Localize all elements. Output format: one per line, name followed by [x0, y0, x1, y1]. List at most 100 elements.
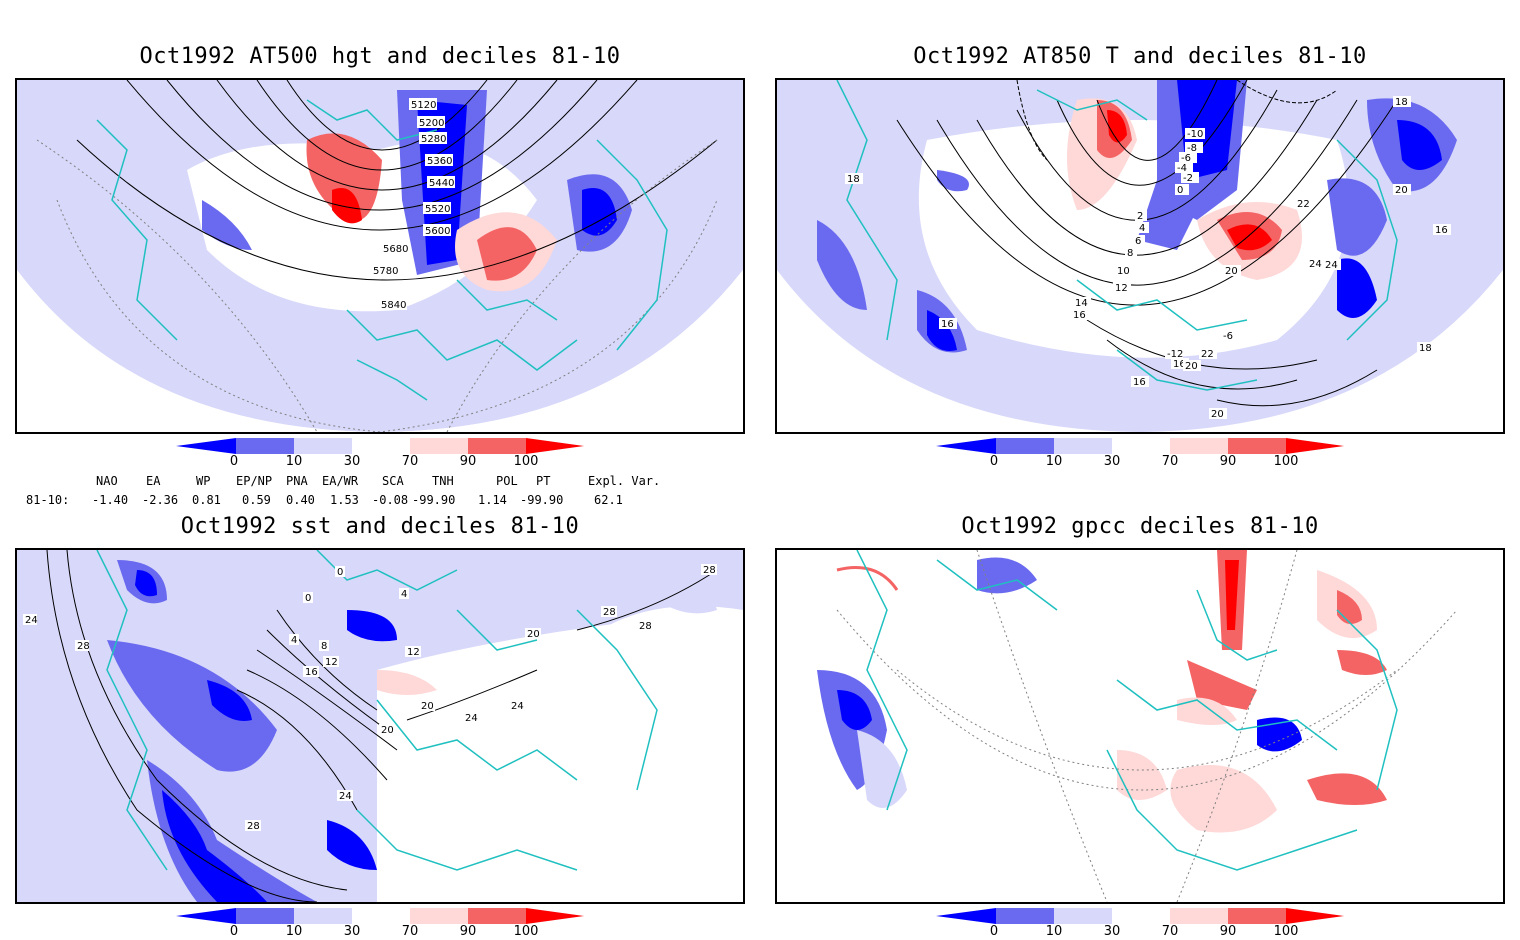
index-header: Expl. Var.	[588, 474, 661, 488]
index-value: -0.08	[372, 493, 409, 507]
map-panel-sst: 24 28 0 0 4 4 8 12 16 20 20 24 24 28 28 …	[15, 548, 745, 904]
contour-label: 6	[1135, 236, 1141, 247]
colorbar-tick: 70	[1161, 924, 1179, 939]
contour-label: 5680	[383, 244, 408, 255]
colorbar-swatches	[176, 908, 584, 924]
index-header: NAO	[96, 474, 118, 488]
contour-label: 5200	[419, 118, 444, 129]
index-header: SCA	[382, 474, 404, 488]
colorbar-tick: 90	[1219, 454, 1237, 469]
contour-label: 4	[1139, 223, 1145, 234]
index-value: 0.81	[192, 493, 221, 507]
colorbar-top-right: 0 10 30 70 90 100	[936, 438, 1356, 469]
colorbar-tick: 100	[513, 454, 539, 469]
contour-label: 18	[1395, 97, 1408, 108]
contour-label: 5780	[373, 266, 398, 277]
colorbar-tick: 90	[459, 924, 477, 939]
colorbar-tick: 30	[343, 924, 361, 939]
index-value: 62.1	[594, 493, 623, 507]
contour-label: 8	[321, 641, 327, 652]
colorbar-tick: 70	[401, 924, 419, 939]
contour-label: 24	[339, 791, 352, 802]
map-gpcc-svg	[817, 550, 1458, 902]
colorbar-tick: 100	[1273, 454, 1299, 469]
colorbar-tick: 10	[1045, 454, 1063, 469]
contour-label: 8	[1127, 248, 1133, 259]
colorbar-tick: 30	[343, 454, 361, 469]
contour-label: 0	[1177, 185, 1183, 196]
colorbar-tick: 0	[229, 454, 239, 469]
contour-label: 24	[465, 713, 478, 724]
map-t850-svg: -10 -8 -6 -4 -2 0 2 4 6 8 10 12 14 16 18…	[777, 80, 1503, 432]
colorbar-tick: 30	[1103, 454, 1121, 469]
contour-label: 18	[1419, 343, 1432, 354]
colorbar-bottom-left: 0 10 30 70 90 100	[176, 908, 596, 939]
index-value: 0.40	[286, 493, 315, 507]
contour-label: -4	[1177, 163, 1187, 174]
contour-label: 24	[1309, 259, 1322, 270]
map-hgt500-svg: 5120 5200 5280 5360 5440 5520 5600 5680 …	[17, 80, 743, 432]
contour-label: -6	[1223, 331, 1233, 342]
contour-label: 4	[291, 635, 297, 646]
contour-label: 5280	[421, 134, 446, 145]
contour-label: 16	[1133, 377, 1146, 388]
contour-label: -10	[1187, 129, 1203, 140]
colorbar-tick: 10	[1045, 924, 1063, 939]
panel-4-title: Oct1992 gpcc deciles 81-10	[961, 514, 1319, 539]
contour-label: 20	[1211, 409, 1224, 420]
contour-label: 5120	[411, 100, 436, 111]
contour-label: 28	[77, 641, 90, 652]
index-header: EP/NP	[236, 474, 273, 488]
colorbar-tick: 90	[1219, 924, 1237, 939]
contour-label: 12	[1115, 283, 1128, 294]
index-value: -1.40	[92, 493, 129, 507]
contour-label: 20	[527, 629, 540, 640]
contour-label: -8	[1187, 143, 1197, 154]
contour-label: 20	[1395, 185, 1408, 196]
index-header: POL	[496, 474, 518, 488]
contour-label: 16	[1073, 310, 1086, 321]
contour-label: 18	[847, 174, 860, 185]
index-header: EA/WR	[322, 474, 359, 488]
colorbar-tick: 0	[989, 454, 999, 469]
colorbar-tick: 90	[459, 454, 477, 469]
contour-label: 12	[325, 657, 338, 668]
contour-label: 22	[1297, 199, 1310, 210]
index-header: PNA	[286, 474, 308, 488]
colorbar-tick: 0	[989, 924, 999, 939]
index-value: -99.90	[520, 493, 564, 507]
map-sst-svg: 24 28 0 0 4 4 8 12 16 20 20 24 24 28 28 …	[17, 550, 743, 902]
contour-label: 12	[407, 647, 420, 658]
map-panel-hgt500: 5120 5200 5280 5360 5440 5520 5600 5680 …	[15, 78, 745, 434]
colorbar-tick: 100	[1273, 924, 1299, 939]
contour-label: 0	[305, 593, 311, 604]
colorbar-tick: 0	[229, 924, 239, 939]
contour-label: 28	[247, 821, 260, 832]
contour-label: 5520	[425, 204, 450, 215]
index-header: EA	[146, 474, 161, 488]
contour-label: 16	[305, 667, 318, 678]
index-value: -2.36	[142, 493, 179, 507]
colorbar-swatches	[936, 908, 1344, 924]
contour-label: 14	[1075, 298, 1088, 309]
colorbar-tick: 30	[1103, 924, 1121, 939]
colorbar-tick: 10	[285, 454, 303, 469]
contour-label: 5840	[381, 300, 406, 311]
colorbar-bottom-right: 0 10 30 70 90 100	[936, 908, 1356, 939]
colorbar-tick: 70	[401, 454, 419, 469]
contour-label: 20	[1225, 266, 1238, 277]
contour-label: -6	[1181, 153, 1191, 164]
contour-label: 28	[603, 607, 616, 618]
contour-label: 10	[1117, 266, 1130, 277]
contour-label: 24	[511, 701, 524, 712]
contour-label: -12	[1167, 349, 1183, 360]
contour-label: 28	[703, 565, 716, 576]
contour-label: 2	[1137, 211, 1143, 222]
index-value: 1.14	[478, 493, 507, 507]
panel-1-title: Oct1992 AT500 hgt and deciles 81-10	[139, 44, 621, 69]
colorbar-top-left: 0 10 30 70 90 100	[176, 438, 596, 469]
index-value: -99.90	[412, 493, 456, 507]
colorbar-tick: 10	[285, 924, 303, 939]
contour-label: 16	[941, 319, 954, 330]
contour-label: 4	[401, 589, 407, 600]
